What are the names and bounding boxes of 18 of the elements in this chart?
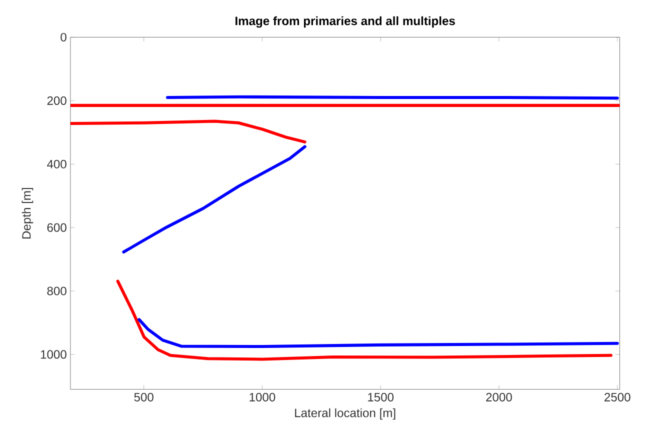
line-series <box>70 120 306 144</box>
line-series <box>122 145 306 254</box>
line-series <box>138 318 619 348</box>
x-tick-label: 1000 <box>250 393 276 402</box>
y-tick-label: 800 <box>47 286 66 296</box>
y-tick-label: 600 <box>47 223 66 232</box>
x-tick-label: 500 <box>134 393 154 402</box>
chart-title: Image from primaries and all multiples <box>236 16 455 28</box>
x-tick-label: 2500 <box>604 393 630 402</box>
line-series <box>116 280 612 361</box>
x-tick-label: 2000 <box>486 393 512 402</box>
x-axis-title: Lateral location [m] <box>295 408 396 420</box>
y-tick-label: 200 <box>47 96 66 106</box>
y-axis-title: Depth [m] <box>22 188 34 239</box>
y-tick-label: 400 <box>47 160 66 169</box>
x-tick-label: 1500 <box>368 393 394 402</box>
y-tick-label: 0 <box>60 33 66 42</box>
y-tick-label: 1000 <box>40 350 66 359</box>
